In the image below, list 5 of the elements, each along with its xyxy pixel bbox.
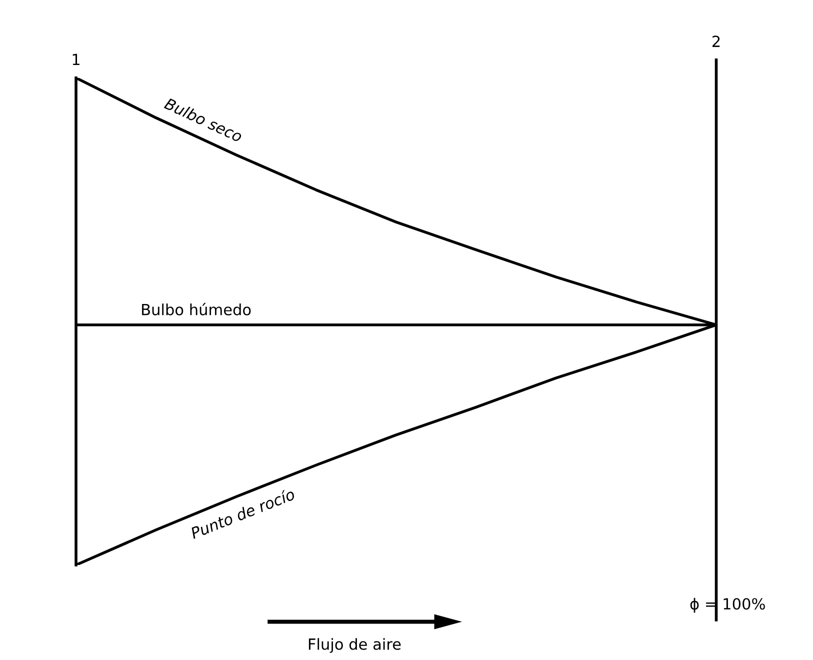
text: Punto de rocío (189, 487, 296, 540)
text: 1 (72, 54, 80, 65)
series-label: Bulbo húmedo (142, 302, 251, 316)
text: 2 (712, 36, 720, 47)
text: Flujo de aire (308, 638, 401, 653)
